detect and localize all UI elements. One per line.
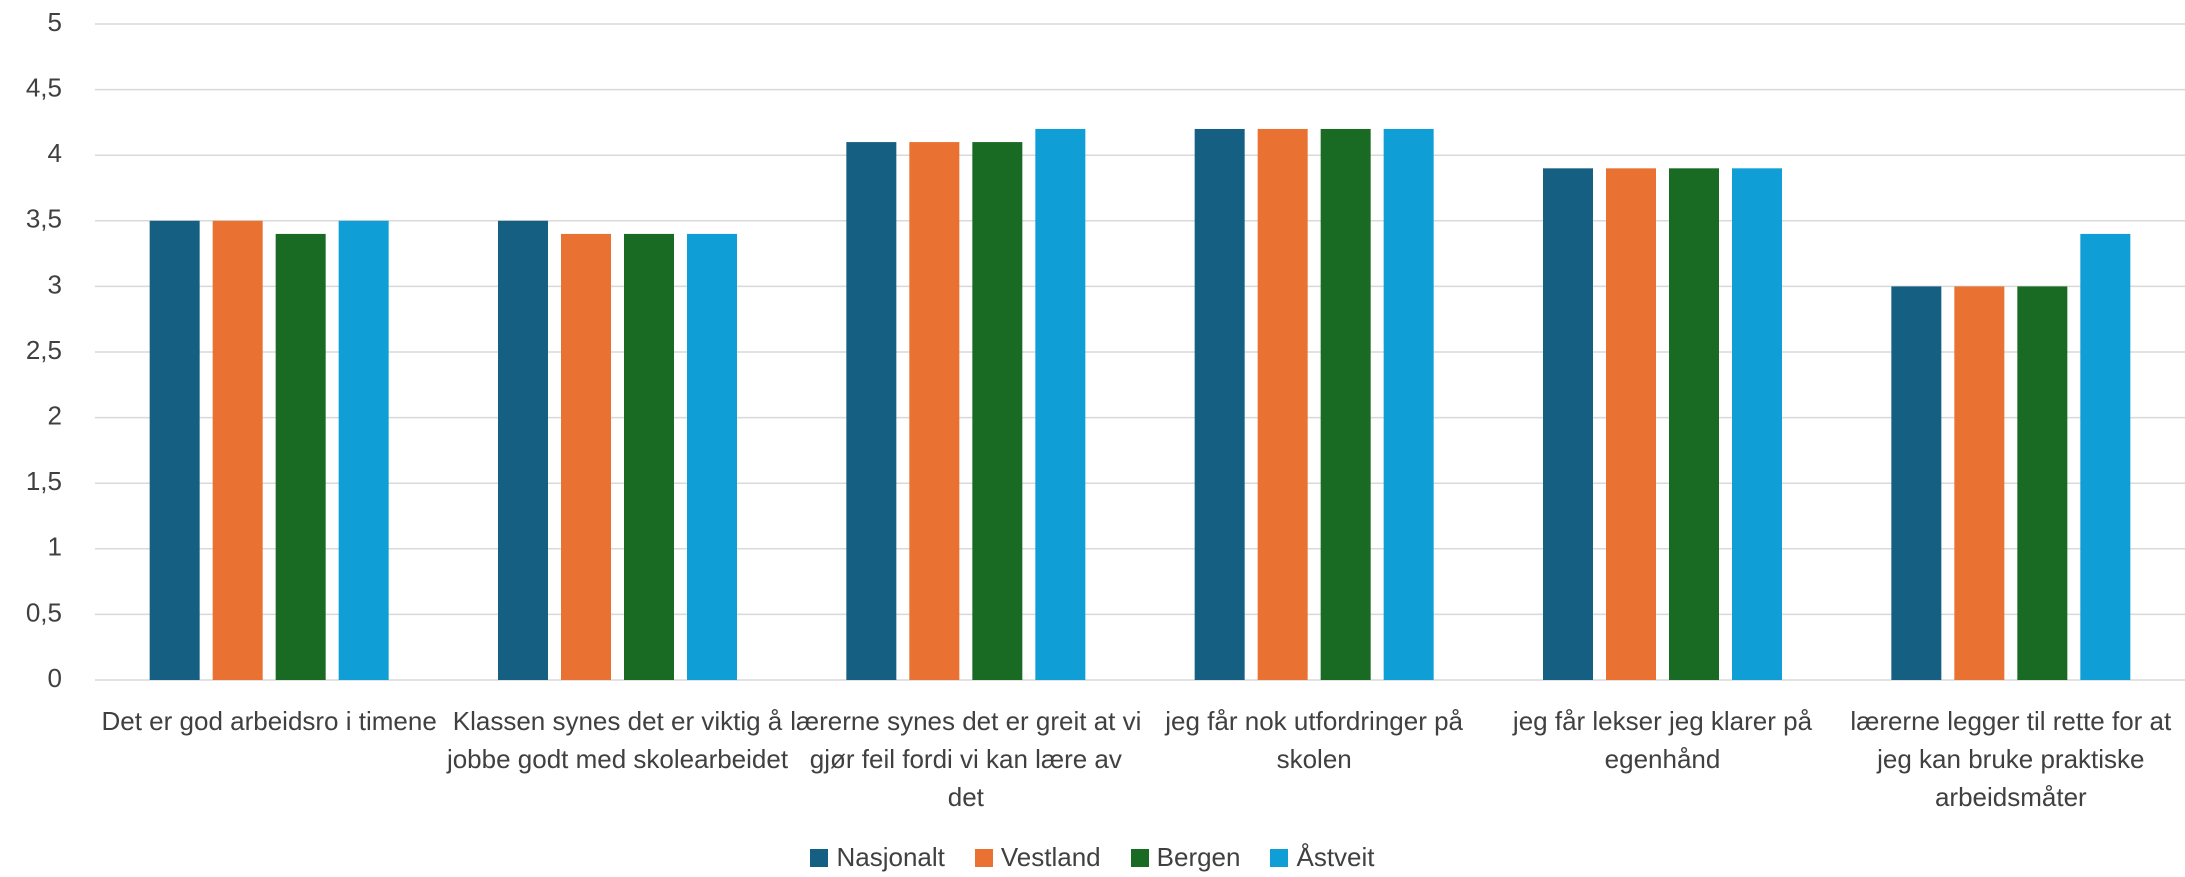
y-tick-label: 4,5 <box>26 72 62 102</box>
bar <box>846 142 897 680</box>
bar <box>1320 128 1371 680</box>
x-tick-label: Klassen synes det er viktig å jobbe godt… <box>446 706 789 774</box>
bar <box>561 233 611 681</box>
x-tick-label: jeg får lekser jeg klarer på egenhånd <box>1512 706 1813 774</box>
bar <box>1954 286 2005 680</box>
legend-label: Nasjonalt <box>836 842 945 872</box>
y-tick-label: 4 <box>48 138 62 168</box>
legend-label: Vestland <box>1000 842 1101 872</box>
y-tick-label: 2,5 <box>26 335 62 365</box>
y-tick-label: 5 <box>48 7 62 37</box>
x-tick-label: lærerne legger til rette for at jeg kan … <box>1850 706 2172 812</box>
y-tick-label: 1,5 <box>26 466 62 496</box>
bar <box>212 220 263 681</box>
bar <box>1383 128 1434 680</box>
y-tick-label: 3,5 <box>26 204 62 234</box>
legend-label: Bergen <box>1156 842 1241 872</box>
bar <box>2080 233 2131 681</box>
bar <box>1257 128 1308 680</box>
x-tick-label: jeg får nok utfordringer på skolen <box>1165 706 1464 774</box>
bar <box>687 233 737 681</box>
bar <box>498 220 548 681</box>
y-tick-label: 2 <box>48 400 62 430</box>
legend-item: Bergen <box>1130 842 1241 873</box>
bar <box>1891 286 1942 680</box>
y-tick-label: 0 <box>48 663 62 693</box>
x-tick-label: lærerne synes det er greit at vi gjør fe… <box>790 706 1142 812</box>
bar <box>1543 168 1593 680</box>
x-tick-label: Det er god arbeidsro i timene <box>101 706 437 736</box>
legend-swatch <box>810 848 829 867</box>
y-tick-label: 0,5 <box>26 597 62 627</box>
bar <box>1194 128 1245 680</box>
legend-item: Åstveit <box>1270 842 1375 873</box>
bar <box>909 142 960 680</box>
legend-label: Åstveit <box>1296 842 1375 872</box>
legend-item: Nasjonalt <box>810 842 945 873</box>
legend-item: Vestland <box>974 842 1101 873</box>
bar <box>1606 168 1656 680</box>
bar <box>338 220 389 681</box>
bar <box>149 220 200 681</box>
legend: Nasjonalt Vestland Bergen Åstveit <box>0 842 2185 873</box>
bar <box>2017 286 2068 680</box>
bar <box>972 142 1023 680</box>
legend-swatch <box>1130 848 1149 867</box>
bar <box>624 233 674 681</box>
bar <box>1669 168 1719 680</box>
legend-swatch <box>1270 848 1289 867</box>
bar <box>275 233 326 681</box>
legend-swatch <box>974 848 993 867</box>
y-tick-label: 3 <box>48 269 62 299</box>
bar <box>1035 128 1086 680</box>
bar <box>1732 168 1782 680</box>
y-tick-label: 1 <box>48 532 62 562</box>
